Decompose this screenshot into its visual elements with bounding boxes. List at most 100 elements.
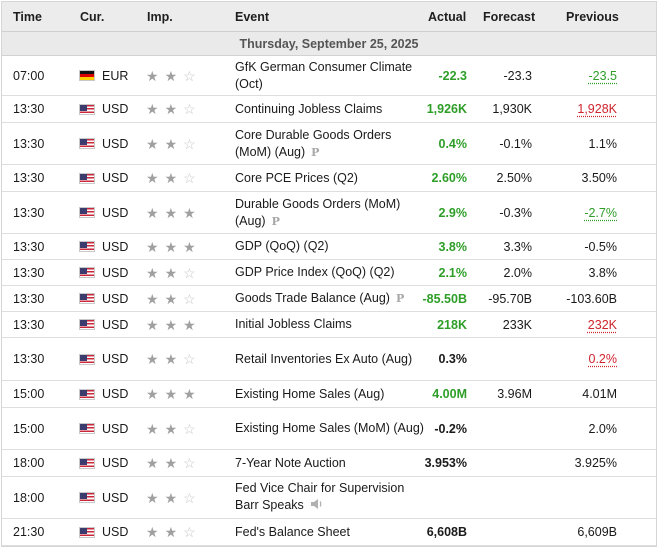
event-name[interactable]: Retail Inventories Ex Auto (Aug) (235, 351, 413, 366)
star-filled-icon: ★ (164, 170, 178, 186)
table-row[interactable]: 18:00 USD ★ ★ ☆ Fed Vice Chair for Supervisio… (2, 477, 656, 519)
table-row[interactable]: 18:00 USD ★ ★ ☆ 7-Year Note Auction 3.953% 3.92… (2, 450, 656, 477)
table-row[interactable]: 13:30 USD ★ ★ ★ Durable Goods Orders (MoM) (A… (2, 192, 656, 234)
table-row[interactable]: 13:30 USD ★ ★ ☆ Retail Inventories Ex Auto (A… (2, 338, 656, 381)
event-name[interactable]: Existing Home Sales (Aug) (235, 386, 385, 401)
preliminary-icon[interactable]: P (311, 145, 320, 159)
event-time: 13:30 (13, 136, 45, 151)
importance-cell: ★ ★ ★ (146, 381, 228, 407)
previous-value[interactable]: 1,928K (577, 102, 617, 116)
event-name[interactable]: GDP (QoQ) (Q2) (235, 239, 329, 253)
event-name[interactable]: GfK German Consumer Climate (Oct) (235, 59, 413, 91)
currency-code: USD (102, 387, 129, 401)
event-name[interactable]: Core Durable Goods Orders (MoM) (Aug) (235, 127, 392, 159)
time-cell: 15:00 (13, 408, 73, 449)
table-row[interactable]: 21:30 USD ★ ★ ☆ Fed's Balance Sheet 6,608B 6,60… (2, 519, 656, 546)
table-row[interactable]: 15:00 USD ★ ★ ☆ Existing Home Sales (MoM) (Au… (2, 408, 656, 450)
actual-cell: 218K (406, 312, 467, 337)
event-name[interactable]: Fed's Balance Sheet (235, 524, 350, 539)
forecast-cell (469, 519, 532, 545)
preliminary-icon[interactable]: P (395, 292, 405, 305)
previous-value[interactable]: -2.7% (584, 205, 617, 220)
event-time: 13:30 (13, 239, 45, 254)
actual-cell: 2.9% (406, 192, 468, 233)
importance-cell: ★ ★ ☆ (146, 123, 228, 164)
time-cell: 13:30 (13, 192, 73, 233)
importance-cell: ★ ★ ☆ (146, 338, 228, 380)
header-time[interactable]: Time (13, 10, 42, 24)
day-header: Thursday, September 25, 2025 (2, 32, 656, 56)
actual-value: -22.3 (438, 68, 468, 83)
time-cell: 18:00 (13, 450, 73, 476)
table-row[interactable]: 13:30 USD ★ ★ ☆ Continuing Jobless Claims 1,92… (2, 96, 656, 123)
currency-cell: EUR (79, 56, 141, 95)
event-name[interactable]: Existing Home Sales (MoM) (Aug) (235, 421, 424, 435)
previous-cell: -103.60B (534, 286, 617, 311)
header-currency[interactable]: Cur. (80, 10, 105, 24)
table-row[interactable]: 13:30 USD ★ ★ ☆ Core PCE Prices (Q2) 2.60% 2.50… (2, 165, 656, 192)
currency-code: USD (102, 317, 129, 332)
table-row[interactable]: 13:30 USD ★ ★ ★ Initial Jobless Claims 218K 233… (2, 312, 656, 338)
actual-cell: -0.2% (406, 408, 467, 449)
event-name[interactable]: Fed Vice Chair for Supervision Barr Spea… (235, 481, 405, 513)
previous-cell: -2.7% (534, 192, 617, 233)
star-filled-icon: ★ (146, 67, 159, 84)
table-row[interactable]: 13:30 USD ★ ★ ☆ Goods Trade Balance (Aug) P -85… (2, 286, 656, 312)
actual-cell: 3.8% (406, 234, 468, 259)
previous-value[interactable]: -23.5 (588, 68, 618, 83)
event-name[interactable]: Goods Trade Balance (Aug) (235, 291, 390, 305)
forecast-value: 233K (502, 317, 532, 332)
header-forecast[interactable]: Forecast (483, 10, 536, 24)
speaker-icon[interactable] (310, 498, 324, 515)
forecast-value: 1,930K (492, 102, 532, 116)
previous-cell: 3.50% (534, 165, 617, 191)
event-name[interactable]: Continuing Jobless Claims (235, 101, 383, 116)
table-row[interactable]: 13:30 USD ★ ★ ★ GDP (QoQ) (Q2) 3.8% 3.3% -0.5% (2, 234, 656, 260)
event-name[interactable]: Durable Goods Orders (MoM) (Aug) (235, 196, 401, 228)
forecast-value: -0.3% (499, 205, 532, 220)
event-name-wrap: Durable Goods Orders (MoM) (Aug) P (235, 196, 425, 230)
event-cell: Existing Home Sales (Aug) (235, 381, 425, 407)
actual-cell: 2.60% (406, 165, 467, 191)
previous-value[interactable]: 0.2% (588, 352, 618, 366)
importance-cell: ★ ★ ★ (146, 234, 228, 259)
header-actual[interactable]: Actual (428, 10, 467, 24)
forecast-cell: -95.70B (469, 286, 532, 311)
actual-value: 0.4% (438, 136, 468, 151)
event-name-wrap: 7-Year Note Auction (235, 455, 346, 472)
preliminary-icon[interactable]: P (271, 214, 280, 228)
us-flag-icon (79, 138, 95, 149)
event-cell: Initial Jobless Claims (235, 312, 425, 337)
us-flag-icon (79, 388, 95, 400)
header-importance[interactable]: Imp. (147, 10, 173, 24)
event-name-wrap: Continuing Jobless Claims (235, 101, 382, 118)
currency-code: USD (102, 525, 129, 539)
actual-value: 2.1% (438, 265, 468, 280)
previous-value: 1.1% (588, 136, 618, 151)
header-previous[interactable]: Previous (566, 10, 619, 24)
table-row[interactable]: 13:30 USD ★ ★ ☆ Core Durable Goods Orders (Mo… (2, 123, 656, 165)
star-filled-icon: ★ (164, 204, 178, 221)
event-name[interactable]: 7-Year Note Auction (235, 455, 346, 470)
us-flag-icon (79, 103, 95, 115)
event-time: 13:30 (13, 205, 45, 220)
star-outline-icon: ☆ (183, 101, 196, 117)
previous-value[interactable]: 232K (587, 317, 617, 332)
previous-value: 2.0% (588, 421, 618, 436)
previous-cell (534, 477, 617, 518)
event-name-wrap: Goods Trade Balance (Aug) P (235, 290, 404, 307)
event-name[interactable]: Initial Jobless Claims (235, 317, 352, 331)
star-filled-icon: ★ (183, 238, 196, 255)
table-row[interactable]: 07:00 EUR ★ ★ ☆ GfK German Consumer Climate (… (2, 56, 656, 96)
event-name[interactable]: GDP Price Index (QoQ) (Q2) (235, 265, 395, 279)
table-row[interactable]: 13:30 USD ★ ★ ☆ GDP Price Index (QoQ) (Q2) 2.1… (2, 260, 656, 286)
star-filled-icon: ★ (146, 455, 159, 471)
previous-value: -0.5% (584, 239, 617, 254)
table-row[interactable]: 15:00 USD ★ ★ ★ Existing Home Sales (Aug) 4.00… (2, 381, 656, 408)
previous-cell: 0.2% (534, 338, 618, 380)
event-cell: GfK German Consumer Climate (Oct) (235, 56, 425, 95)
event-time: 15:00 (13, 421, 45, 436)
header-event[interactable]: Event (235, 10, 270, 24)
event-name[interactable]: Core PCE Prices (Q2) (235, 170, 358, 185)
